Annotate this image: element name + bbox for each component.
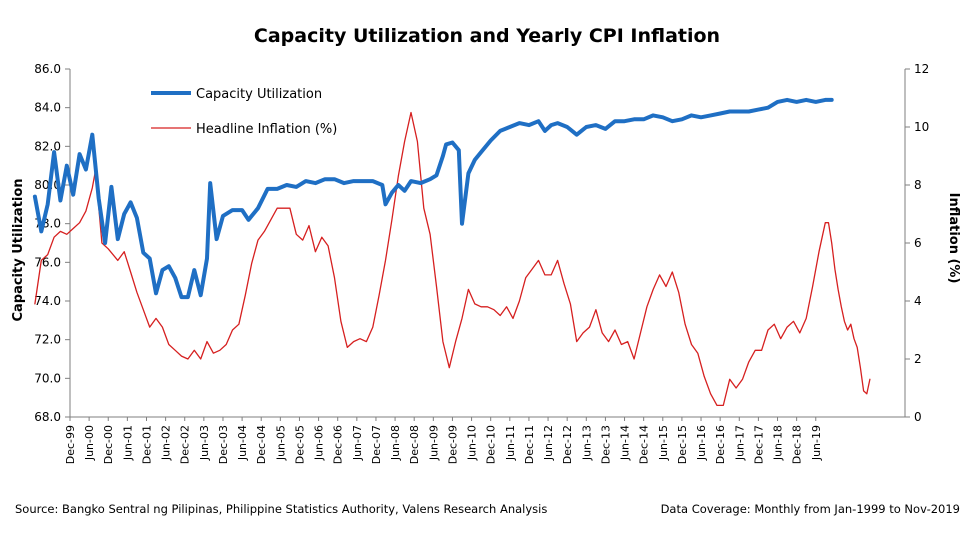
x-tick-label: Dec-05	[293, 425, 306, 464]
right-y-tick-label: 2	[914, 352, 922, 366]
x-tick-label: Dec-07	[370, 425, 383, 464]
x-tick-label: Dec-04	[255, 425, 268, 464]
x-tick-label: Jun-12	[542, 425, 555, 461]
x-tick-label: Dec-00	[102, 425, 115, 464]
chart-title: Capacity Utilization and Yearly CPI Infl…	[254, 25, 720, 47]
left-y-tick-label: 82.0	[34, 139, 61, 153]
x-tick-label: Jun-01	[121, 425, 134, 461]
legend-label-capacity-utilization: Capacity Utilization	[196, 87, 322, 102]
x-tick-label: Dec-15	[676, 425, 689, 464]
x-tick-label: Jun-04	[236, 425, 249, 461]
left-y-tick-label: 70.0	[34, 371, 61, 385]
right-y-tick-label: 10	[914, 120, 929, 134]
capacity-utilization-line	[32, 97, 834, 300]
left-y-tick-label: 86.0	[34, 62, 61, 76]
right-y-tick-label: 8	[914, 178, 922, 192]
x-tick-label: Jun-07	[351, 425, 364, 461]
left-y-tick-label: 68.0	[34, 410, 61, 424]
x-tick-label: Dec-18	[791, 425, 804, 464]
right-y-tick-label: 0	[914, 410, 922, 424]
x-tick-label: Jun-18	[772, 425, 785, 461]
legend: Capacity Utilization Headline Inflation …	[151, 87, 337, 137]
x-tick-label: Jun-05	[274, 425, 287, 461]
x-tick-label: Jun-06	[313, 425, 326, 461]
legend-label-headline-inflation: Headline Inflation (%)	[196, 122, 337, 137]
x-tick-label: Dec-14	[638, 425, 651, 464]
x-tick-label: Jun-13	[580, 425, 593, 461]
left-y-tick-label: 72.0	[34, 333, 61, 347]
x-tick-label: Jun-03	[198, 425, 211, 461]
right-y-ticks: 12 10 8 6 4 2 0	[905, 62, 929, 424]
x-tick-label: Dec-11	[523, 425, 536, 464]
x-tick-label: Jun-19	[810, 425, 823, 461]
left-y-ticks: 86.084.082.080.078.076.074.072.070.068.0	[34, 62, 70, 424]
x-tick-label: Jun-10	[466, 425, 479, 461]
x-tick-label: Jun-15	[657, 425, 670, 461]
series-layer	[32, 97, 871, 407]
x-tick-label: Jun-00	[83, 425, 96, 461]
right-y-tick-label: 12	[914, 62, 929, 76]
left-y-tick-label: 84.0	[34, 101, 61, 115]
x-tick-label: Jun-16	[695, 425, 708, 461]
x-tick-label: Dec-16	[714, 425, 727, 464]
headline-inflation-line	[34, 111, 871, 407]
x-tick-label: Dec-08	[408, 425, 421, 464]
left-y-tick-label: 76.0	[34, 255, 61, 269]
x-tick-label: Jun-11	[504, 425, 517, 461]
x-ticks: Dec-99 Jun-00 Dec-00 Jun-01 Dec-01 Jun-02 Dec-…	[64, 417, 823, 464]
left-y-axis-label: Capacity Utilization	[11, 178, 26, 321]
x-tick-label: Dec-99	[64, 425, 77, 464]
left-y-tick-label: 74.0	[34, 294, 61, 308]
x-tick-label: Dec-13	[599, 425, 612, 464]
x-tick-label: Jun-17	[733, 425, 746, 461]
right-y-tick-label: 4	[914, 294, 922, 308]
x-tick-label: Jun-08	[389, 425, 402, 461]
left-y-tick-label: 80.0	[34, 178, 61, 192]
x-tick-label: Dec-17	[752, 425, 765, 464]
x-tick-label: Dec-03	[217, 425, 230, 464]
right-y-axis-label: Inflation (%)	[946, 193, 961, 284]
coverage-note: Data Coverage: Monthly from Jan-1999 to …	[661, 502, 960, 516]
x-tick-label: Jun-09	[427, 425, 440, 461]
x-tick-label: Dec-01	[140, 425, 153, 464]
x-tick-label: Dec-02	[179, 425, 192, 464]
x-tick-label: Jun-14	[619, 425, 632, 461]
source-note: Source: Bangko Sentral ng Pilipinas, Phi…	[15, 502, 547, 516]
right-y-tick-label: 6	[914, 236, 922, 250]
x-tick-label: Jun-02	[160, 425, 173, 461]
x-tick-label: Dec-09	[446, 425, 459, 464]
x-tick-label: Dec-10	[485, 425, 498, 464]
x-tick-label: Dec-06	[332, 425, 345, 464]
x-tick-label: Dec-12	[561, 425, 574, 464]
